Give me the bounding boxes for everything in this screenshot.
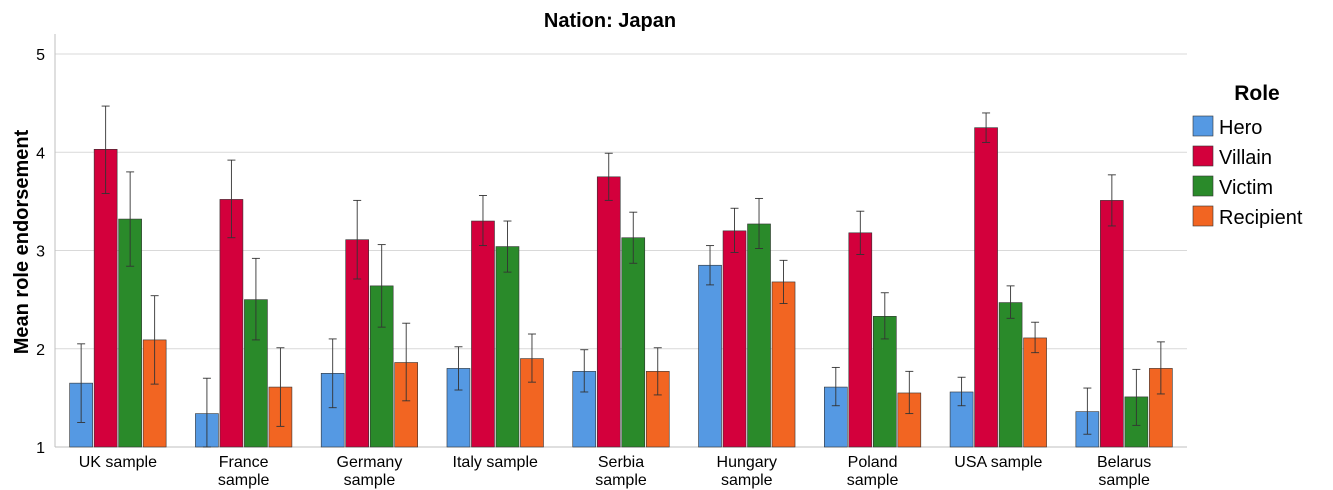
- bar-villain: [471, 220, 495, 448]
- error-bar: [377, 244, 386, 328]
- bar-victim: [621, 237, 646, 448]
- y-axis-ticks: 1 2 3 4 5: [36, 47, 45, 457]
- error-bar: [353, 199, 362, 280]
- error-bar: [77, 343, 86, 423]
- error-bar: [755, 197, 764, 249]
- x-tick-label: Italy sample: [453, 454, 538, 471]
- x-tick-label: USA sample: [954, 454, 1042, 471]
- error-bar: [227, 159, 236, 239]
- error-bar: [1107, 174, 1116, 227]
- legend-swatch-hero: [1192, 115, 1214, 137]
- error-bar: [1156, 341, 1165, 395]
- bar-villain: [722, 230, 747, 448]
- bar-hero: [698, 264, 722, 448]
- bar-recipient: [771, 281, 796, 448]
- y-axis-label: Mean role endorsement: [11, 129, 33, 354]
- bar-villain: [974, 127, 998, 448]
- x-axis-categories: UK sample France sample Germany sample Italy …: [79, 454, 1151, 489]
- error-bar: [251, 257, 260, 341]
- legend: Role Hero Villain Victim Recipient: [1192, 82, 1303, 229]
- legend-label-recipient: Recipient: [1219, 207, 1303, 229]
- y-tick-label: 2: [36, 342, 45, 359]
- bar-victim: [747, 223, 771, 448]
- error-bars: [77, 105, 1165, 448]
- error-bar: [957, 376, 966, 407]
- y-tick-label: 4: [36, 145, 45, 162]
- x-tick-label: UK sample: [79, 454, 157, 471]
- error-bar: [629, 211, 638, 264]
- bar-villain: [1100, 200, 1124, 448]
- error-bar: [402, 322, 411, 402]
- error-bar: [779, 259, 788, 305]
- x-tick-label: Poland sample: [847, 454, 899, 489]
- gridlines: [55, 53, 1187, 350]
- chart-title: Nation: Japan: [544, 10, 676, 32]
- x-tick-label: Serbia sample: [595, 454, 647, 489]
- error-bar: [1031, 321, 1040, 354]
- error-bar: [276, 347, 285, 427]
- legend-swatch-victim: [1192, 175, 1214, 197]
- error-bar: [1083, 387, 1092, 435]
- legend-title: Role: [1234, 82, 1280, 105]
- error-bar: [126, 171, 135, 267]
- axes: [54, 34, 1187, 448]
- legend-label-victim: Victim: [1219, 177, 1273, 199]
- error-bar: [328, 338, 337, 409]
- error-bar: [454, 346, 463, 391]
- error-bar: [730, 207, 739, 253]
- y-tick-label: 1: [36, 440, 45, 457]
- error-bar: [653, 347, 662, 396]
- error-bar: [580, 349, 589, 393]
- bar-victim: [998, 302, 1023, 448]
- bar-villain: [848, 232, 873, 448]
- error-bar: [150, 295, 159, 385]
- bars: [69, 127, 1173, 448]
- error-bar: [706, 245, 715, 286]
- x-tick-label: Hungary sample: [717, 454, 777, 489]
- error-bar: [478, 195, 487, 247]
- bar-victim: [495, 246, 520, 448]
- error-bar: [527, 333, 536, 383]
- error-bar: [880, 292, 889, 340]
- legend-swatch-villain: [1192, 145, 1214, 167]
- y-tick-label: 3: [36, 244, 45, 261]
- x-tick-label: France sample: [218, 454, 270, 489]
- legend-label-hero: Hero: [1219, 117, 1262, 139]
- error-bar: [503, 220, 512, 273]
- error-bar: [101, 105, 110, 194]
- bar-villain: [596, 176, 621, 448]
- legend-label-villain: Villain: [1219, 147, 1272, 169]
- error-bar: [604, 152, 613, 201]
- error-bar: [1132, 368, 1141, 426]
- y-tick-label: 5: [36, 47, 45, 64]
- error-bar: [831, 366, 840, 407]
- error-bar: [202, 377, 211, 448]
- bar-recipient: [1023, 337, 1047, 448]
- x-tick-label: Germany sample: [337, 454, 403, 489]
- error-bar: [1006, 285, 1015, 319]
- error-bar: [856, 210, 865, 255]
- error-bar: [982, 112, 991, 143]
- error-bar: [905, 370, 914, 415]
- x-tick-label: Belarus sample: [1097, 454, 1151, 489]
- legend-swatch-recipient: [1192, 205, 1214, 227]
